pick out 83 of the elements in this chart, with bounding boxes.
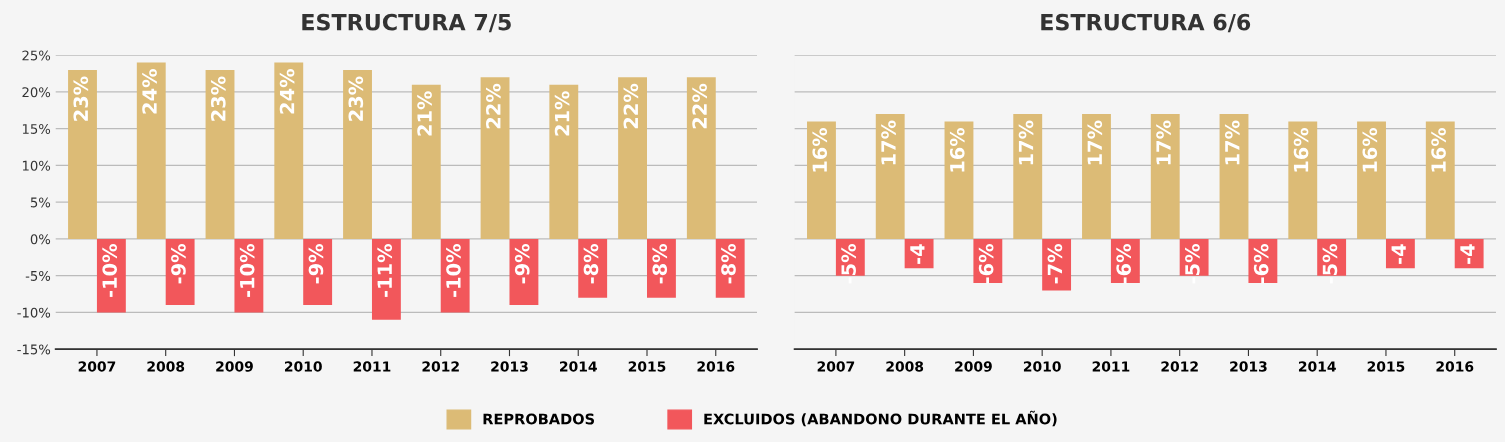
- data-label: 17%: [1087, 120, 1103, 165]
- data-label: -5%: [1185, 243, 1200, 284]
- x-tick-label: 2010: [284, 361, 322, 372]
- data-label: 17%: [881, 120, 896, 165]
- bar: [136, 62, 166, 239]
- y-tick-label: -5%: [25, 270, 51, 281]
- data-label: -8%: [721, 243, 736, 284]
- y-tick-label: -10%: [17, 307, 51, 318]
- data-label: 24%: [142, 69, 157, 114]
- x-tick-label: 2016: [1436, 361, 1474, 372]
- data-label: -8%: [583, 243, 599, 284]
- x-tick-label: 2011: [353, 361, 391, 372]
- x-tick-label: 2012: [422, 361, 459, 372]
- x-tick-label: 2015: [1367, 361, 1405, 372]
- bar: [480, 77, 510, 239]
- y-tick-label: -15%: [17, 344, 51, 355]
- y-tick-label: 0%: [30, 234, 51, 245]
- y-tick-label: 25%: [22, 50, 51, 61]
- data-label: -11%: [377, 243, 393, 297]
- x-tick-label: 2007: [817, 361, 855, 372]
- y-tick-label: 20%: [22, 87, 51, 98]
- data-label: 16%: [812, 127, 828, 172]
- data-label: -10%: [239, 243, 255, 297]
- x-tick-label: 2008: [886, 361, 924, 372]
- data-label: 22%: [485, 83, 501, 129]
- data-label: -7%: [1047, 243, 1063, 284]
- data-label: 24%: [279, 69, 295, 114]
- bar: [274, 62, 304, 239]
- data-label: -5%: [841, 243, 856, 284]
- bar: [618, 77, 647, 239]
- data-label: -8%: [652, 243, 668, 284]
- data-label: 16%: [949, 127, 965, 172]
- y-tick-label: 15%: [22, 123, 51, 134]
- x-tick-label: 2007: [78, 361, 116, 372]
- data-label: -9%: [308, 243, 324, 284]
- data-label: -4: [910, 244, 925, 264]
- bar: [686, 77, 716, 239]
- chart-title: ESTRUCTURA 6/6: [1041, 13, 1251, 33]
- data-label: -4: [1460, 244, 1475, 264]
- x-tick-label: 2009: [955, 361, 992, 372]
- x-tick-label: 2012: [1161, 361, 1198, 372]
- data-label: -6%: [978, 243, 994, 284]
- x-tick-label: 2013: [1230, 361, 1267, 372]
- bar: [343, 69, 372, 239]
- data-label: -10%: [446, 243, 461, 297]
- data-label: -6%: [1116, 243, 1132, 284]
- data-label: -9%: [514, 243, 530, 284]
- legend-label: EXCLUIDOS (ABANDONO DURANTE EL AÑO): [704, 410, 1057, 427]
- data-label: 16%: [1431, 127, 1446, 172]
- data-label: -10%: [102, 243, 118, 297]
- bar: [411, 84, 441, 239]
- data-label: 16%: [1362, 127, 1378, 172]
- data-label: 23%: [73, 76, 89, 121]
- data-label: 22%: [623, 83, 639, 129]
- data-label: 17%: [1156, 120, 1171, 165]
- data-label: 21%: [554, 91, 570, 136]
- y-tick-label: 5%: [30, 197, 51, 208]
- data-label: 21%: [417, 91, 432, 136]
- bar: [205, 69, 235, 239]
- x-tick-label: 2014: [1298, 361, 1336, 372]
- data-label: 16%: [1293, 127, 1309, 172]
- legend-label: REPROBADOS: [483, 413, 595, 425]
- y-tick-label: 10%: [22, 160, 51, 171]
- data-label: -9%: [171, 243, 186, 284]
- x-tick-label: 2010: [1023, 361, 1061, 372]
- chart-title: ESTRUCTURA 7/5: [302, 13, 511, 33]
- x-tick-label: 2011: [1092, 361, 1130, 372]
- x-tick-label: 2009: [216, 361, 253, 372]
- x-tick-label: 2015: [628, 361, 666, 372]
- data-label: 17%: [1224, 120, 1240, 165]
- x-tick-label: 2008: [147, 361, 185, 372]
- data-label: 17%: [1018, 120, 1034, 165]
- x-tick-label: 2014: [560, 361, 597, 372]
- bar: [549, 84, 579, 239]
- data-label: 23%: [348, 76, 364, 121]
- x-tick-label: 2016: [697, 361, 735, 372]
- data-label: -4: [1391, 244, 1406, 264]
- bar: [68, 69, 97, 239]
- data-label: 22%: [692, 83, 707, 129]
- data-label: -5%: [1322, 243, 1338, 284]
- data-label: 23%: [210, 76, 226, 121]
- x-tick-label: 2013: [491, 361, 528, 372]
- data-label: -6%: [1253, 243, 1269, 284]
